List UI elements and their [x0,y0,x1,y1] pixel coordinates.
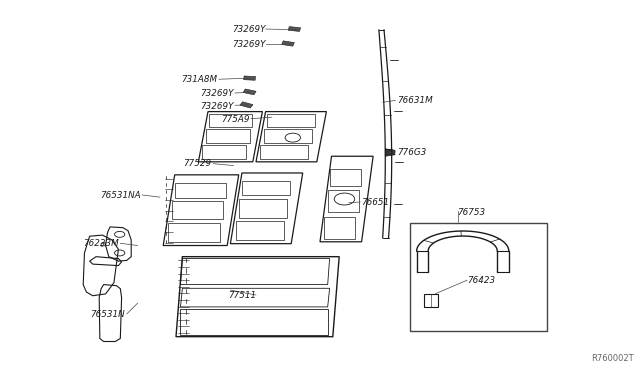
Bar [267,114,315,127]
Bar [168,223,220,242]
Text: 76233M: 76233M [83,239,118,248]
Text: 77511: 77511 [228,291,256,300]
Bar [424,294,438,307]
Text: 76423: 76423 [467,276,495,285]
Bar [330,169,361,186]
Bar [410,223,547,331]
Bar [264,129,312,143]
Text: 77529: 77529 [183,159,211,168]
Bar [209,114,253,127]
Text: 73269Y: 73269Y [232,25,266,34]
Text: 76531N: 76531N [90,310,125,319]
Bar [202,145,246,159]
Polygon shape [288,27,301,31]
Polygon shape [385,149,395,156]
Bar [324,217,355,239]
Text: R760002T: R760002T [591,354,634,363]
Bar [236,221,284,240]
Bar [206,129,250,143]
Polygon shape [243,89,256,95]
Bar [239,199,287,218]
Text: 73269Y: 73269Y [200,102,234,110]
Polygon shape [244,76,255,80]
Bar [172,201,223,219]
Text: 731A8M: 731A8M [182,76,218,84]
Text: 775A9: 775A9 [221,115,250,124]
Bar [243,181,291,195]
Text: 73269Y: 73269Y [232,40,266,49]
Text: 76753: 76753 [458,208,486,217]
Polygon shape [240,102,253,108]
Bar [260,145,308,159]
Text: 76631M: 76631M [397,96,433,105]
Text: 76651: 76651 [362,198,390,207]
Text: 73269Y: 73269Y [200,89,234,98]
Bar [175,183,227,198]
Text: 776G3: 776G3 [397,148,426,157]
Bar [328,190,358,212]
Text: 76531NA: 76531NA [100,191,141,200]
Polygon shape [282,41,294,46]
